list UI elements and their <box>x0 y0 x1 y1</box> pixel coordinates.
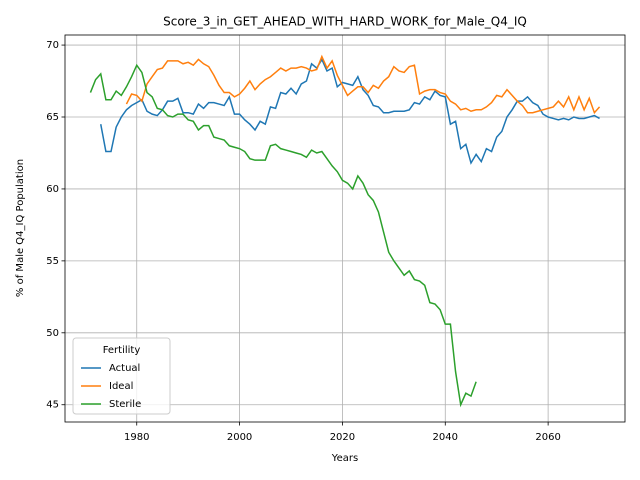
y-tick-label: 55 <box>46 256 59 267</box>
x-tick-label: 2040 <box>433 432 458 443</box>
legend-label: Ideal <box>109 381 133 392</box>
y-tick-label: 50 <box>46 328 59 339</box>
chart-title: Score_3_in_GET_AHEAD_WITH_HARD_WORK_for_… <box>163 15 527 29</box>
x-tick-label: 2020 <box>330 432 355 443</box>
legend-box <box>72 337 171 415</box>
x-tick-label: 2000 <box>227 432 252 443</box>
line-series <box>89 63 477 408</box>
y-tick-label: 45 <box>46 400 59 411</box>
plot-frame <box>64 34 626 423</box>
line-series <box>100 57 600 165</box>
y-axis-label: % of Male Q4_IQ Population <box>15 159 26 297</box>
legend-title: Fertility <box>103 345 141 356</box>
y-tick-label: 70 <box>46 40 59 51</box>
y-tick-label: 60 <box>46 184 59 195</box>
legend-label: Actual <box>109 363 140 374</box>
line-series <box>125 54 601 115</box>
x-tick-label: 1980 <box>124 432 149 443</box>
x-axis-label: Years <box>331 453 358 464</box>
x-tick-label: 2060 <box>535 432 560 443</box>
legend-label: Sterile <box>109 399 141 410</box>
y-tick-label: 65 <box>46 112 59 123</box>
